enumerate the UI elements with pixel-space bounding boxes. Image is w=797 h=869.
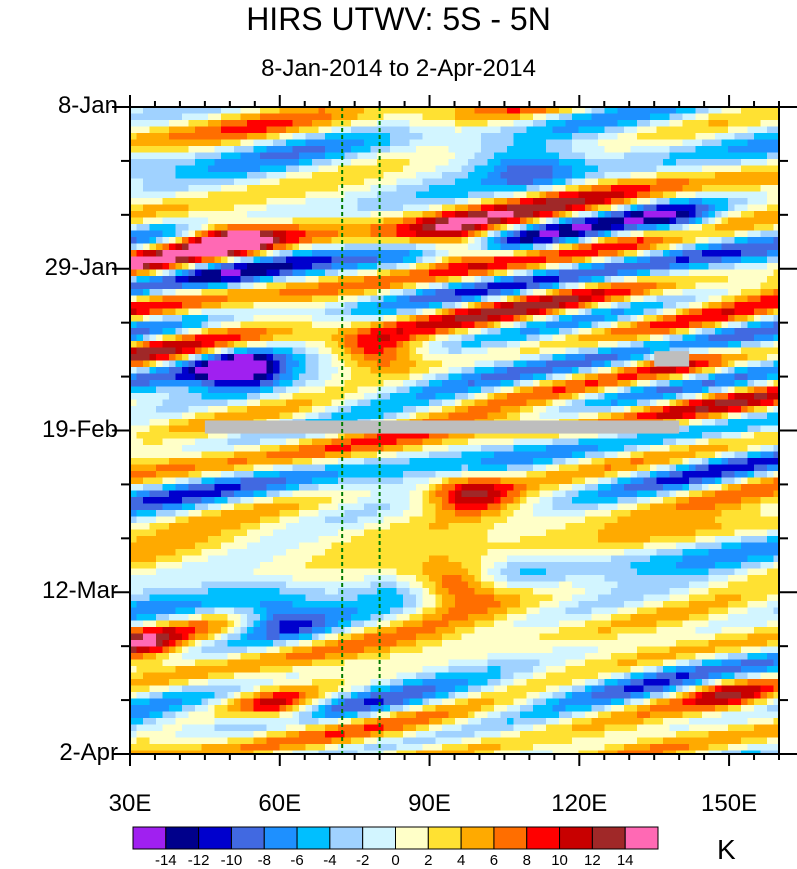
missing-data-band	[204, 420, 680, 434]
colorbar-swatch	[493, 826, 528, 850]
colorbar-label: 10	[551, 852, 568, 869]
colorbar-label: 0	[391, 852, 400, 869]
colorbar-swatch	[395, 826, 429, 850]
colorbar-label: 6	[489, 852, 499, 869]
y-tick-label: 2-Apr	[59, 739, 118, 766]
colorbar-swatch	[362, 826, 396, 850]
x-tick-label: 60E	[258, 790, 302, 817]
colorbar-swatch	[296, 826, 331, 850]
colorbar-swatch	[165, 826, 200, 850]
y-tick-label: 8-Jan	[57, 92, 118, 119]
x-tick-label: 90E	[408, 790, 451, 817]
colorbar-label: 14	[616, 852, 634, 869]
colorbar-swatch	[427, 826, 462, 850]
colorbar-swatch	[198, 826, 232, 850]
colorbar-swatch	[132, 826, 167, 850]
colorbar-label: -4	[323, 852, 337, 869]
colorbar-swatch	[624, 826, 659, 850]
colorbar-label: -10	[220, 852, 243, 869]
y-tick-label: 12-Mar	[41, 577, 118, 605]
colorbar-swatch	[460, 826, 495, 850]
x-tick-label: 30E	[108, 790, 152, 817]
colorbar-units: K	[717, 834, 736, 865]
colorbar-label: -6	[290, 852, 304, 869]
chart-title: HIRS UTWV: 5S - 5N	[246, 1, 551, 37]
colorbar-swatch	[230, 826, 265, 850]
colorbar-label: -8	[257, 852, 271, 869]
x-tick-label: 150E	[701, 790, 758, 817]
x-tick-label: 120E	[551, 790, 608, 817]
colorbar-label: 2	[424, 852, 433, 869]
colorbar-label: -2	[356, 852, 370, 869]
colorbar-swatch	[329, 826, 364, 850]
colorbar-label: 12	[584, 852, 601, 869]
y-tick-label: 29-Jan	[44, 253, 118, 281]
missing-data-band	[654, 351, 690, 367]
colorbar-swatch	[591, 826, 626, 850]
chart-subtitle: 8-Jan-2014 to 2-Apr-2014	[261, 55, 536, 82]
colorbar-label: 8	[522, 852, 531, 869]
heatmap-field	[130, 107, 779, 754]
colorbar-label: -12	[187, 852, 210, 869]
y-tick-label: 19-Feb	[41, 415, 118, 443]
colorbar-swatch	[526, 826, 561, 850]
colorbar-label: -14	[154, 852, 177, 869]
colorbar-swatch	[559, 826, 593, 850]
colorbar-label: 4	[456, 852, 466, 869]
colorbar-swatch	[263, 826, 298, 850]
